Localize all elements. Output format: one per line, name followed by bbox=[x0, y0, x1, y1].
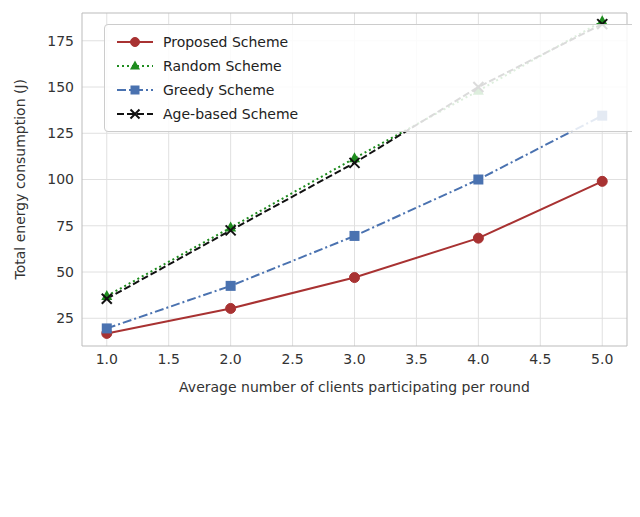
svg-text:1.0: 1.0 bbox=[96, 351, 118, 367]
svg-text:150: 150 bbox=[47, 79, 74, 95]
svg-text:100: 100 bbox=[47, 171, 74, 187]
svg-text:50: 50 bbox=[56, 264, 74, 280]
svg-text:Average number of clients part: Average number of clients participating … bbox=[179, 379, 530, 395]
svg-text:125: 125 bbox=[47, 125, 74, 141]
svg-text:2.0: 2.0 bbox=[220, 351, 242, 367]
svg-text:5.0: 5.0 bbox=[591, 351, 613, 367]
html-text:Age-based Scheme: Age-based Scheme bbox=[163, 106, 299, 122]
svg-text:3.5: 3.5 bbox=[405, 351, 427, 367]
html-text:Greedy Scheme: Greedy Scheme bbox=[163, 82, 275, 98]
html-text:Random Scheme: Random Scheme bbox=[163, 58, 282, 74]
svg-text:25: 25 bbox=[56, 310, 74, 326]
svg-text:4.5: 4.5 bbox=[529, 351, 551, 367]
svg-text:1.5: 1.5 bbox=[158, 351, 180, 367]
svg-text:75: 75 bbox=[56, 218, 74, 234]
html-text:Proposed Scheme: Proposed Scheme bbox=[163, 34, 289, 50]
svg-text:3.0: 3.0 bbox=[343, 351, 365, 367]
svg-text:175: 175 bbox=[47, 33, 74, 49]
svg-text:4.0: 4.0 bbox=[467, 351, 489, 367]
svg-text:Total energy consumption (J): Total energy consumption (J) bbox=[12, 79, 28, 281]
svg-text:2.5: 2.5 bbox=[281, 351, 303, 367]
